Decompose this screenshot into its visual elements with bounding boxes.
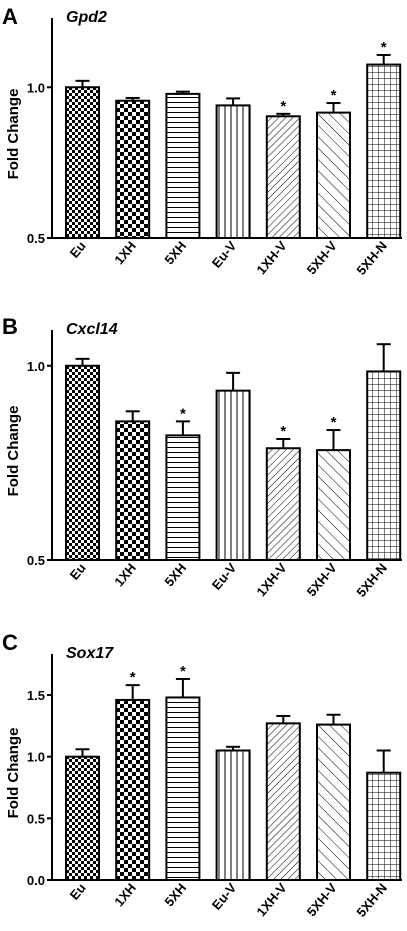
significance-marker: * bbox=[130, 669, 136, 686]
bar-eu-v bbox=[215, 749, 251, 881]
bar-5xh-v bbox=[316, 111, 351, 239]
category-label: Eu bbox=[67, 880, 89, 902]
significance-marker: * bbox=[331, 87, 337, 104]
significance-marker: * bbox=[331, 414, 337, 431]
panel-title: Sox17 bbox=[66, 645, 114, 662]
category-label: 1XH-V bbox=[253, 880, 289, 919]
significance-marker: * bbox=[381, 39, 387, 56]
y-tick-label: 0.0 bbox=[27, 873, 45, 888]
panel-a: A Gpd2 Fold Change 0.5 1.0 Eu 1XH 5XH Eu-V * 1XH-V… bbox=[2, 4, 402, 278]
category-label: 1XH bbox=[111, 880, 139, 909]
significance-marker: * bbox=[180, 405, 186, 422]
category-label: Eu-V bbox=[209, 560, 240, 593]
panel-title: Cxcl14 bbox=[66, 321, 118, 338]
category-label: Eu bbox=[67, 560, 89, 582]
category-label: 5XH-V bbox=[304, 560, 340, 599]
bar-1xh-v bbox=[265, 115, 301, 239]
category-label: 5XH-N bbox=[353, 560, 390, 600]
significance-marker: * bbox=[280, 98, 286, 115]
bar-eu-v bbox=[215, 389, 251, 561]
category-label: 1XH-V bbox=[253, 238, 289, 277]
panel-b: B Cxcl14 Fold Change 0.5 1.0 Eu 1XH * 5XH Eu-V * 1X… bbox=[2, 314, 402, 600]
bar-eu bbox=[65, 86, 100, 239]
category-label: 5XH-V bbox=[304, 880, 340, 919]
category-label: 5XH bbox=[161, 560, 189, 589]
bar-5xh bbox=[165, 696, 201, 882]
bar-5xh-n bbox=[366, 63, 402, 239]
y-tick-label: 1.5 bbox=[27, 688, 45, 703]
bar-5xh bbox=[165, 434, 201, 561]
category-label: Eu bbox=[67, 238, 89, 260]
category-label: 5XH bbox=[161, 880, 189, 909]
y-tick-label: 1.0 bbox=[27, 750, 45, 765]
bar-5xh-v bbox=[316, 723, 351, 881]
y-axis-label: Fold Change bbox=[5, 728, 22, 819]
category-label: Eu-V bbox=[209, 238, 240, 271]
significance-marker: * bbox=[180, 663, 186, 680]
bar-5xh bbox=[165, 92, 201, 239]
y-tick-label: 1.0 bbox=[27, 359, 45, 374]
bar-5xh-v bbox=[316, 449, 351, 561]
panel-title: Gpd2 bbox=[66, 9, 107, 26]
category-label: 5XH bbox=[161, 238, 189, 267]
bar-1xh bbox=[115, 698, 151, 882]
bar-1xh-v bbox=[265, 447, 301, 561]
significance-marker: * bbox=[280, 423, 286, 440]
bar-eu bbox=[65, 755, 100, 882]
category-label: 1XH bbox=[111, 238, 139, 267]
bar-1xh bbox=[115, 99, 151, 240]
category-label: 1XH bbox=[111, 560, 139, 589]
panel-letter: B bbox=[2, 314, 18, 339]
panel-letter: C bbox=[2, 630, 18, 655]
y-axis-label: Fold Change bbox=[5, 89, 22, 180]
panel-c: C Sox17 Fold Change 0.0 0.5 1.0 1.5 Eu * 1XH * 5XH E… bbox=[2, 630, 402, 920]
bar-eu-v bbox=[215, 104, 251, 239]
y-tick-label: 0.5 bbox=[27, 811, 45, 826]
bar-1xh-v bbox=[265, 722, 301, 881]
bar-eu bbox=[65, 364, 100, 561]
category-label: 5XH-N bbox=[353, 238, 390, 278]
bar-5xh-n bbox=[366, 771, 402, 882]
y-tick-label: 0.5 bbox=[27, 231, 45, 246]
bar-1xh bbox=[115, 420, 151, 561]
y-tick-label: 1.0 bbox=[27, 80, 45, 95]
category-label: Eu-V bbox=[209, 880, 240, 913]
panel-letter: A bbox=[2, 4, 18, 29]
category-label: 5XH-V bbox=[304, 238, 340, 277]
category-label: 5XH-N bbox=[353, 880, 390, 920]
bar-5xh-n bbox=[366, 370, 402, 561]
y-tick-label: 0.5 bbox=[27, 553, 45, 568]
y-axis-label: Fold Change bbox=[5, 406, 22, 497]
category-label: 1XH-V bbox=[253, 560, 289, 599]
